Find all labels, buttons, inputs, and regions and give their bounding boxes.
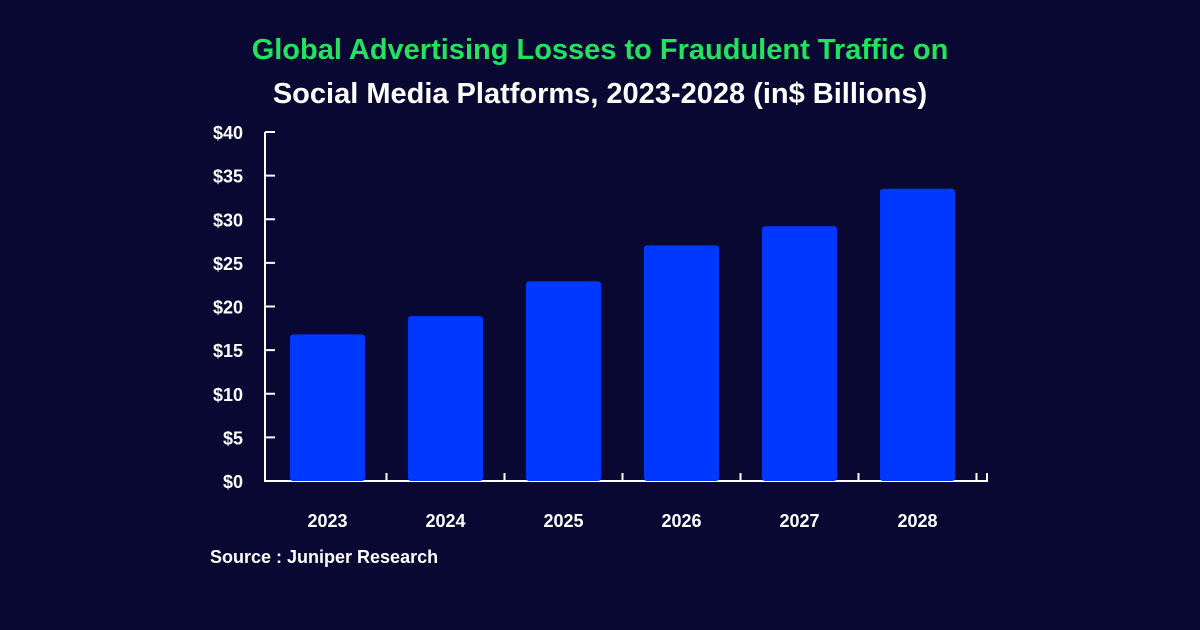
x-tick-label: 2024: [425, 511, 465, 531]
x-tick-label: 2028: [897, 511, 937, 531]
y-tick-label: $5: [223, 428, 243, 448]
y-tick-label: $10: [213, 385, 243, 405]
y-tick-label: $25: [213, 254, 243, 274]
x-tick-label: 2026: [661, 511, 701, 531]
bar-2028: [880, 188, 955, 481]
x-tick-label: 2027: [779, 511, 819, 531]
y-tick-label: $35: [213, 167, 243, 187]
y-tick-label: $20: [213, 298, 243, 318]
y-tick-label: $30: [213, 210, 243, 230]
y-tick-label: $0: [223, 472, 243, 492]
y-tick-label: $15: [213, 341, 243, 361]
bar-2025: [526, 281, 601, 481]
x-tick-label: 2023: [307, 511, 347, 531]
bar-2023: [290, 334, 365, 481]
chart-title-line-1: Global Advertising Losses to Fraudulent …: [251, 34, 949, 66]
x-tick-label: 2025: [543, 511, 583, 531]
bar-2027: [762, 226, 837, 481]
bar-2024: [408, 316, 483, 481]
source-note: Source : Juniper Research: [210, 547, 439, 567]
y-tick-label: $40: [213, 123, 243, 143]
bar-2026: [644, 245, 719, 481]
chart-title-line-2: Social Media Platforms, 2023-2028 (in$ B…: [272, 78, 928, 110]
